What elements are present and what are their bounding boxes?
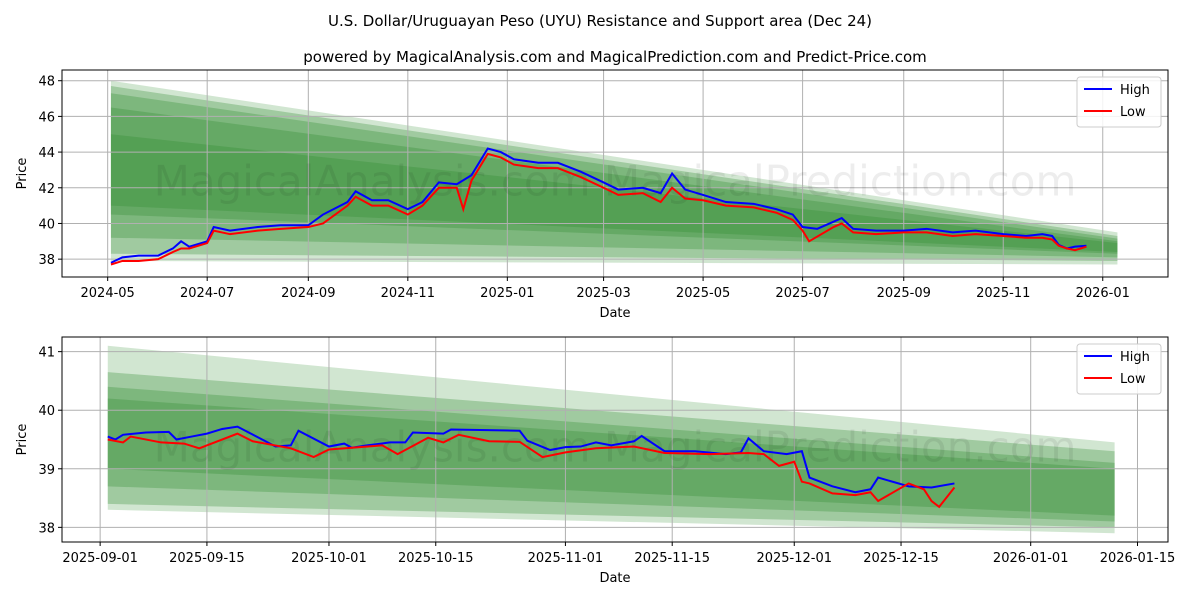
series-line-low <box>110 152 1087 266</box>
series-line-high <box>107 425 955 494</box>
band-area <box>107 372 1115 528</box>
y-tick-label: 40 <box>38 217 55 232</box>
band-area <box>107 386 1115 522</box>
x-axis-label: Date <box>599 571 630 586</box>
x-tick-label: 2025-01 <box>480 286 534 301</box>
band-area <box>110 93 1118 258</box>
x-tick-label: 2025-09-15 <box>169 551 245 566</box>
x-tick-label: 2025-12-01 <box>756 551 832 566</box>
x-tick-label: 2025-03 <box>576 286 630 301</box>
legend: High Low <box>1076 343 1162 395</box>
band-area <box>110 107 1118 254</box>
y-tick-label: 38 <box>38 521 55 536</box>
x-axis-label: Date <box>599 306 630 321</box>
y-tick-label: 48 <box>38 75 55 90</box>
plot-frame <box>61 336 1169 543</box>
legend: High Low <box>1076 76 1162 128</box>
x-tick-label: 2026-01-15 <box>1100 551 1176 566</box>
series-line-low <box>107 432 956 509</box>
x-tick-label: 2025-10-01 <box>291 551 367 566</box>
band-area <box>110 86 1118 261</box>
bottom-chart: 38 39 40 41 2025-09-01 2025-09-15 2025-10-01 20… <box>15 336 1176 586</box>
x-tick-label: 2025-05 <box>676 286 730 301</box>
top-chart: 38 40 42 44 46 48 2024-05 2024-07 2024-09 2024-11… <box>15 69 1169 321</box>
y-tick-label: 46 <box>38 110 55 125</box>
chart-subtitle: powered by MagicalAnalysis.com and Magic… <box>303 48 927 66</box>
x-tick-label: 2024-05 <box>81 286 135 301</box>
band-area <box>110 80 1118 265</box>
y-tick-label: 44 <box>38 146 55 161</box>
legend-label: High <box>1120 350 1150 365</box>
x-tick-label: 2024-11 <box>381 286 435 301</box>
legend-label: Low <box>1120 372 1146 387</box>
y-axis-label: Price <box>15 158 30 190</box>
plot-frame <box>61 69 1169 278</box>
x-tick-label: 2025-09 <box>877 286 931 301</box>
watermark: MagicalAnalysis.com MagicalPrediction.co… <box>154 157 1077 206</box>
band-area <box>107 398 1115 516</box>
x-tick-label: 2025-11-15 <box>634 551 710 566</box>
y-tick-label: 40 <box>38 404 55 419</box>
x-tick-label: 2025-10-15 <box>398 551 474 566</box>
legend-label: High <box>1120 83 1150 98</box>
y-tick-label: 39 <box>38 463 55 478</box>
x-tick-label: 2025-07 <box>775 286 829 301</box>
x-tick-label: 2024-07 <box>180 286 234 301</box>
chart-title: U.S. Dollar/Uruguayan Peso (UYU) Resista… <box>328 12 872 30</box>
band-area <box>107 345 1115 534</box>
x-tick-label: 2026-01-01 <box>993 551 1069 566</box>
series-line-high <box>110 147 1087 264</box>
x-tick-label: 2025-12-15 <box>863 551 939 566</box>
x-tick-label: 2025-11-01 <box>528 551 604 566</box>
y-tick-label: 41 <box>38 346 55 361</box>
y-axis-label: Price <box>15 424 30 456</box>
x-tick-label: 2025-11 <box>976 286 1030 301</box>
x-tick-label: 2024-09 <box>281 286 335 301</box>
y-tick-label: 38 <box>38 253 55 268</box>
x-tick-label: 2026-01 <box>1076 286 1130 301</box>
y-tick-label: 42 <box>38 182 55 197</box>
x-tick-label: 2025-09-01 <box>62 551 138 566</box>
legend-label: Low <box>1120 105 1146 120</box>
